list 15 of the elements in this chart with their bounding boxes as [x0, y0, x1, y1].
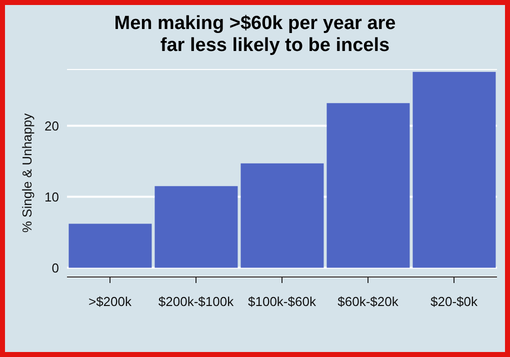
x-tick-label: $20-$0k	[430, 294, 478, 310]
y-tick-label: 0	[52, 260, 59, 276]
x-tick-label: $60k-$20k	[338, 294, 399, 310]
x-tick-label: >$200k	[88, 294, 132, 310]
bar	[412, 72, 496, 268]
y-tick-label: 10	[44, 189, 59, 204]
y-axis-title: % Single & Unhappy	[20, 112, 35, 233]
bar	[68, 224, 152, 268]
bar	[326, 103, 410, 268]
x-tick-label: $100k-$60k	[248, 294, 316, 310]
bar	[154, 186, 238, 268]
bar	[240, 163, 324, 268]
chart-title: Men making >$60k per year are far less likely to be incels	[113, 13, 397, 57]
x-tick-label: $200k-$100k	[158, 294, 234, 310]
y-tick-label: 20	[44, 118, 59, 134]
